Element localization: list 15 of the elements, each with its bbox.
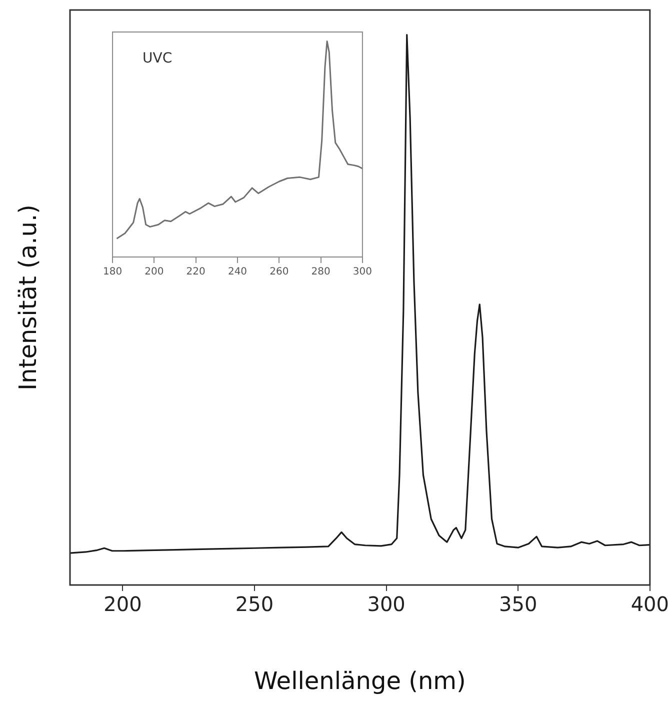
x-tick-label: 200 — [104, 592, 142, 616]
x-tick-label: 180 — [102, 266, 122, 278]
x-tick-label: 300 — [367, 592, 406, 616]
x-tick-label: 400 — [630, 592, 670, 616]
x-axis-title: Wellenlänge (nm) — [254, 666, 466, 695]
x-tick-label: 280 — [311, 266, 330, 278]
y-axis-title: Intensität (a.u.) — [14, 204, 42, 390]
x-tick-label: 220 — [186, 266, 206, 278]
x-tick-label: 200 — [144, 266, 164, 278]
annotation: UVC — [142, 50, 172, 67]
x-tick-label: 350 — [499, 592, 538, 616]
x-tick-label: 250 — [235, 592, 274, 616]
x-tick-label: 260 — [270, 266, 289, 278]
x-tick-label: 240 — [228, 266, 248, 278]
x-tick-label: 300 — [352, 266, 372, 278]
